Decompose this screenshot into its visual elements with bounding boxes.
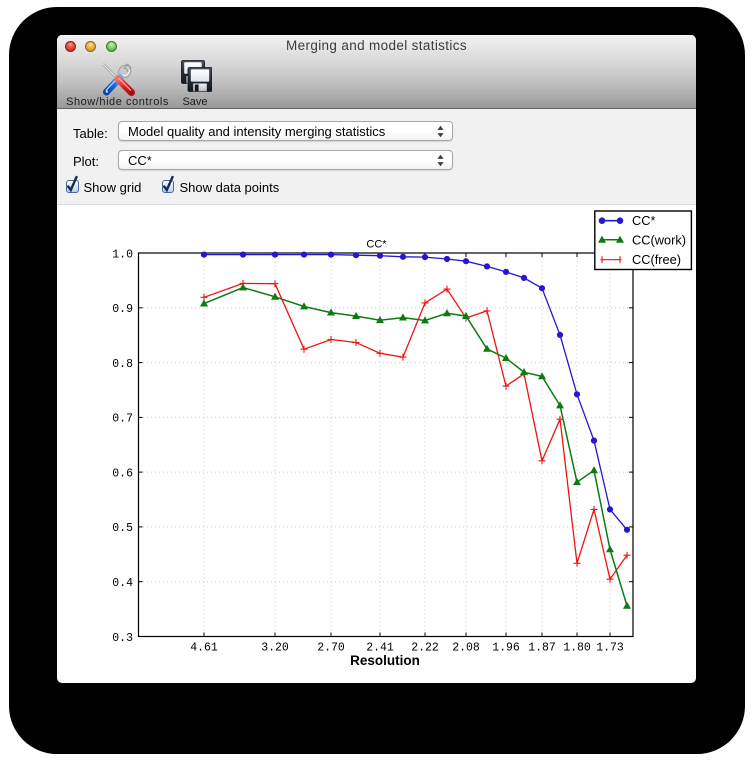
svg-text:0.6: 0.6 xyxy=(112,467,133,480)
svg-text:0.3: 0.3 xyxy=(112,632,133,645)
svg-text:4.61: 4.61 xyxy=(190,642,218,655)
svg-text:0.5: 0.5 xyxy=(112,522,133,535)
svg-text:2.08: 2.08 xyxy=(452,642,480,655)
svg-text:CC(free): CC(free) xyxy=(632,252,681,267)
svg-text:Resolution: Resolution xyxy=(350,653,420,668)
svg-text:CC(work): CC(work) xyxy=(632,232,686,247)
svg-text:CC*: CC* xyxy=(632,213,655,228)
svg-text:0.7: 0.7 xyxy=(112,413,133,426)
svg-text:1.73: 1.73 xyxy=(596,642,624,655)
svg-text:2.22: 2.22 xyxy=(411,642,439,655)
svg-text:0.4: 0.4 xyxy=(112,577,133,590)
svg-text:1.80: 1.80 xyxy=(563,642,591,655)
svg-text:2.41: 2.41 xyxy=(366,642,394,655)
svg-text:2.70: 2.70 xyxy=(317,642,345,655)
svg-text:CC*: CC* xyxy=(366,239,387,251)
svg-text:1.0: 1.0 xyxy=(112,248,133,261)
svg-text:1.96: 1.96 xyxy=(492,642,520,655)
svg-text:3.20: 3.20 xyxy=(261,642,289,655)
svg-text:0.9: 0.9 xyxy=(112,303,133,316)
svg-text:0.8: 0.8 xyxy=(112,358,133,371)
svg-text:1.87: 1.87 xyxy=(528,642,556,655)
